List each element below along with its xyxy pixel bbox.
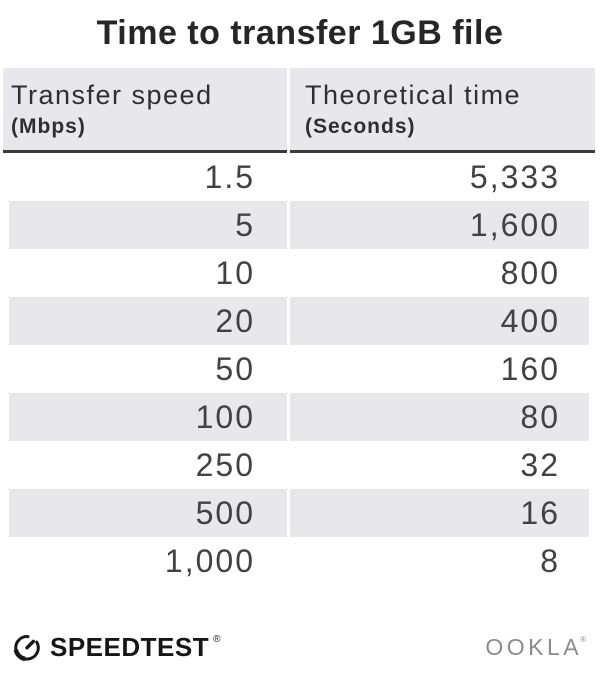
registered-trademark-icon: ®: [213, 633, 221, 645]
col1-unit-label: (Mbps): [11, 115, 86, 138]
page-title: Time to transfer 1GB file: [96, 14, 504, 52]
header-cell-theoretical-time: Theoretical time (Seconds): [290, 68, 595, 153]
speedtest-wordmark: SPEEDTEST: [50, 631, 210, 662]
time-cell: 400: [290, 297, 589, 345]
time-cell: 1,600: [290, 201, 589, 249]
transfer-table-body: 1.5 5,333 5 1,600 10 800 20 400 50 160 1…: [9, 153, 589, 585]
time-cell: 160: [500, 351, 560, 387]
speed-cell: 250: [195, 447, 255, 483]
speed-cell: 500: [9, 489, 287, 537]
table-row: 250 32: [9, 441, 589, 489]
speed-cell: 1.5: [204, 159, 255, 195]
col1-header-label: Transfer speed: [11, 80, 213, 110]
table-row: 1,000 8: [9, 537, 589, 585]
time-cell: 32: [520, 447, 560, 483]
header-cell-transfer-speed: Transfer speed (Mbps): [3, 68, 287, 153]
speed-cell: 20: [9, 297, 287, 345]
time-cell: 16: [290, 489, 589, 537]
table-row: 50 160: [9, 345, 589, 393]
speedtest-logo: SPEEDTEST ®: [12, 632, 220, 663]
table-row: 20 400: [9, 297, 589, 345]
footer: SPEEDTEST ® OOKLA ®: [12, 631, 586, 663]
table-row: 500 16: [9, 489, 589, 537]
table-row: 5 1,600: [9, 201, 589, 249]
table-row: 100 80: [9, 393, 589, 441]
time-cell: 800: [500, 255, 560, 291]
speedtest-gauge-icon: [12, 632, 42, 662]
time-cell: 8: [540, 543, 560, 579]
ookla-logo: OOKLA ®: [485, 634, 586, 661]
time-cell: 5,333: [469, 159, 560, 195]
speed-cell: 10: [215, 255, 255, 291]
time-cell: 80: [290, 393, 589, 441]
table-row: 1.5 5,333: [9, 153, 589, 201]
col2-unit-label: (Seconds): [305, 115, 416, 138]
speed-cell: 1,000: [164, 543, 255, 579]
speed-cell: 5: [9, 201, 287, 249]
registered-trademark-icon: ®: [580, 634, 586, 644]
speed-cell: 100: [9, 393, 287, 441]
col2-header-label: Theoretical time: [305, 80, 522, 110]
table-header: Transfer speed (Mbps) Theoretical time (…: [3, 68, 595, 153]
ookla-wordmark: OOKLA: [485, 633, 583, 660]
table-row: 10 800: [9, 249, 589, 297]
speed-cell: 50: [215, 351, 255, 387]
